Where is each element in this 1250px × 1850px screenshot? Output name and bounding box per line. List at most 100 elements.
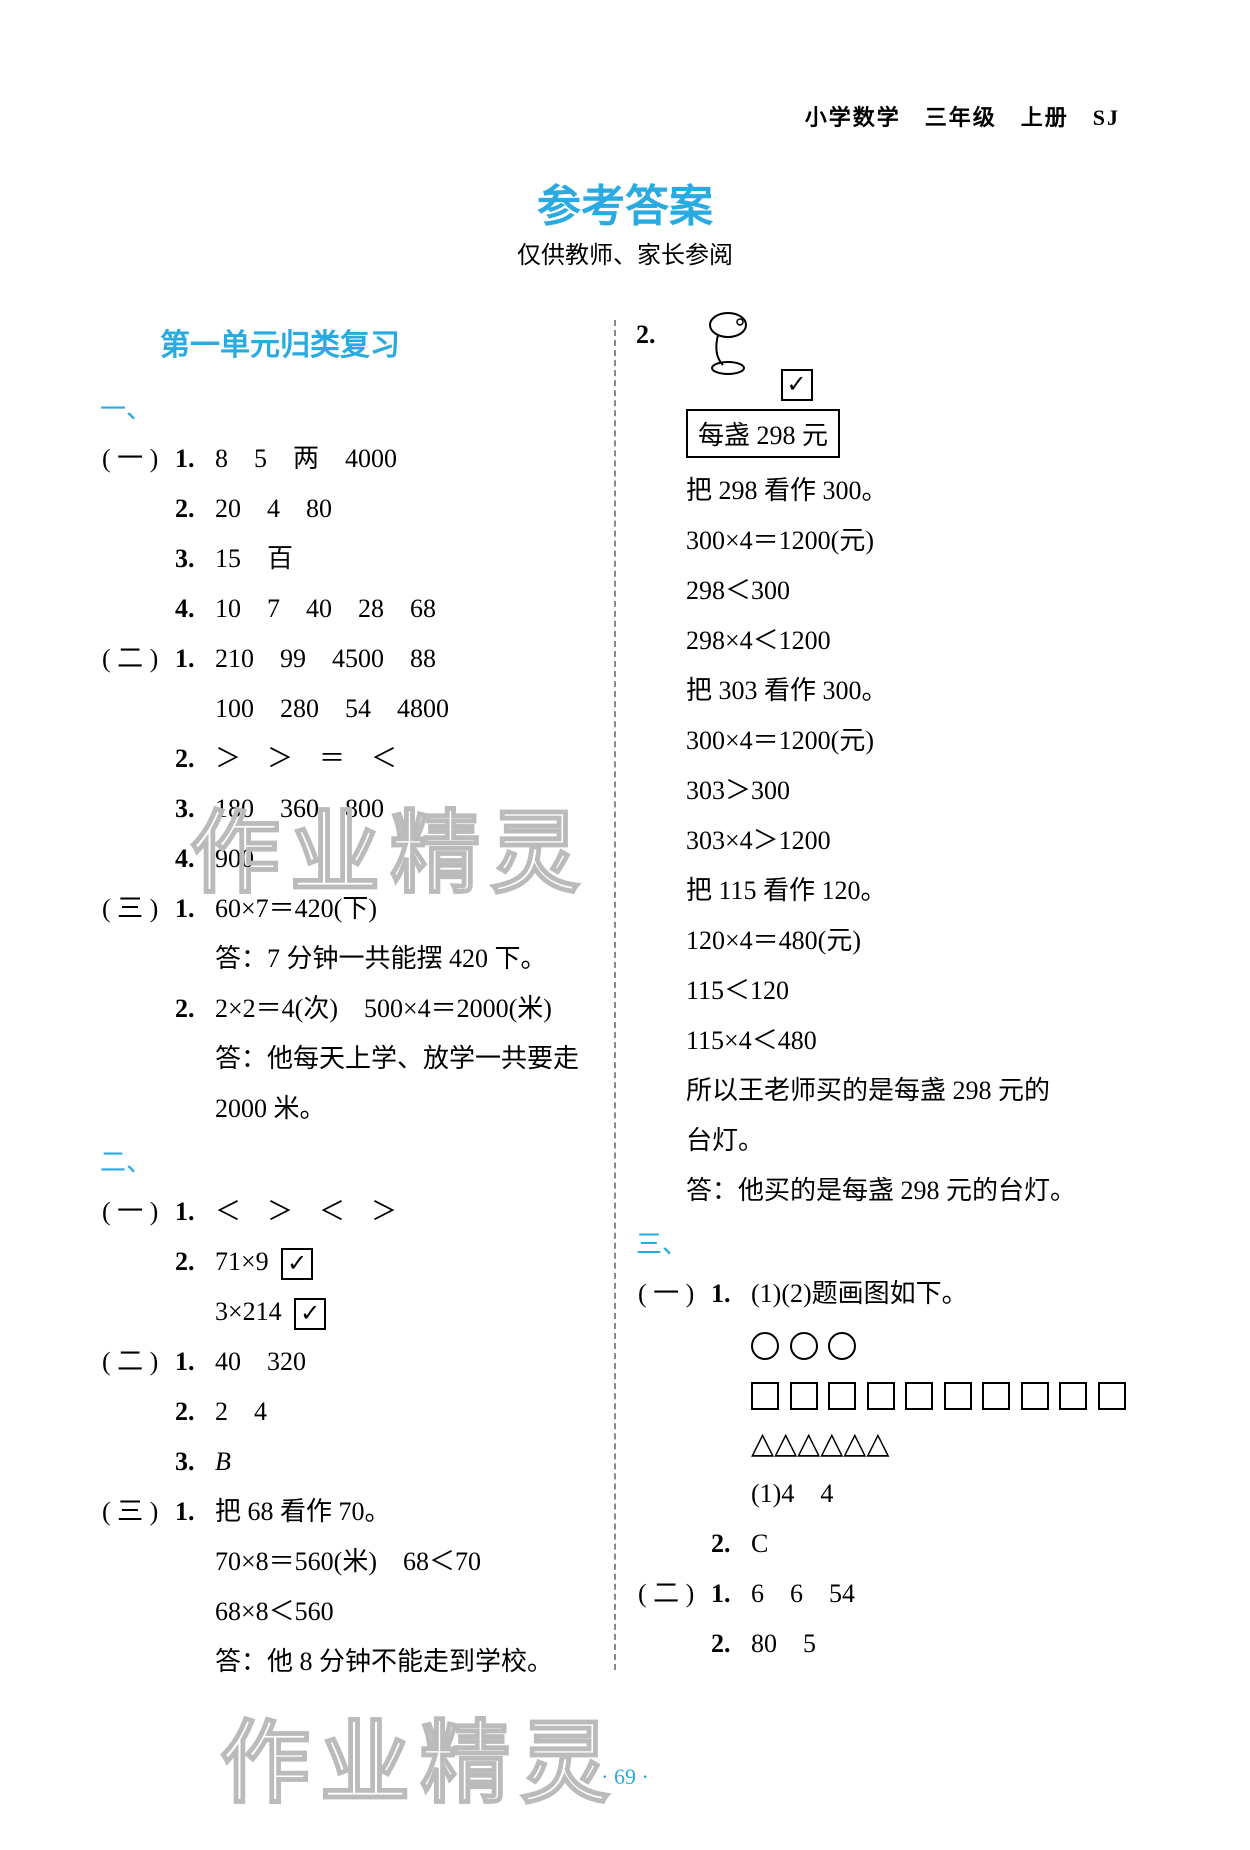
square-icon [944, 1382, 972, 1410]
main-title: 参考答案 [537, 170, 713, 234]
answer-text: 15 百 [215, 534, 594, 584]
item-number: 1. [175, 434, 215, 484]
answer-row: 2. C [636, 1519, 1130, 1569]
answer-row: 3. B [100, 1437, 594, 1487]
answer-row: 4. 900 [100, 834, 594, 884]
answer-row: ( 一 ) 1. ＜ ＞ ＜ ＞ [100, 1187, 594, 1237]
item-number: 1. [175, 634, 215, 684]
item-number: 2. [711, 1619, 751, 1669]
answer-text: 把 68 看作 70。 [215, 1487, 594, 1537]
answer-text: 答：他 8 分钟不能走到学校。 [100, 1637, 594, 1687]
item-number: 4. [175, 834, 215, 884]
answer-text: ＞ ＞ ＝ ＜ [215, 734, 594, 784]
answer-text: 3×214 [215, 1297, 282, 1326]
answer-text: 把 115 看作 120。 [636, 866, 1130, 916]
answer-text: 2×2＝4(次) 500×4＝2000(米) [215, 984, 594, 1034]
answer-row: ( 二 ) 1. 6 6 54 [636, 1569, 1130, 1619]
lamp-icon [698, 310, 768, 380]
answer-text: ＜ ＞ ＜ ＞ [215, 1187, 594, 1237]
answer-text: (1)4 4 [636, 1469, 1130, 1519]
item-number: 2. [175, 734, 215, 784]
content-columns: 第一单元归类复习 一、 ( 一 ) 1. 8 5 两 4000 2. 20 4 … [80, 300, 1150, 1690]
answer-text: 71×9 ✓ [215, 1237, 594, 1287]
watermark-text: 作业精灵 [220, 1690, 620, 1820]
check-icon: ✓ [781, 369, 813, 401]
answer-text: 70×8＝560(米) 68＜70 [100, 1537, 594, 1587]
answer-text: 210 99 4500 88 [215, 634, 594, 684]
section-three: 三、 [636, 1224, 1130, 1261]
answer-text: C [751, 1519, 1130, 1569]
answer-text: 40 320 [215, 1337, 594, 1387]
square-icon [1059, 1382, 1087, 1410]
unit-title: 第一单元归类复习 [160, 320, 594, 364]
answer-row: ( 三 ) 1. 把 68 看作 70。 [100, 1487, 594, 1537]
item-number: 2. [175, 1237, 215, 1287]
answer-text: 6 6 54 [751, 1569, 1130, 1619]
answer-row: ( 三 ) 1. 60×7＝420(下) [100, 884, 594, 934]
item-number: 2. [711, 1519, 751, 1569]
answer-text: 298×4＜1200 [636, 616, 1130, 666]
answer-text: 115＜120 [636, 966, 1130, 1016]
square-icon [1098, 1382, 1126, 1410]
item-number: 2. [636, 310, 686, 401]
answer-row: 2. 71×9 ✓ [100, 1237, 594, 1287]
section-two: 二、 [100, 1142, 594, 1179]
answer-text: 900 [215, 834, 594, 884]
answer-row: ( 二 ) 1. 40 320 [100, 1337, 594, 1387]
answer-row: 3. 180 360 800 [100, 784, 594, 834]
item-number: 1. [711, 1269, 751, 1319]
lamp-figure: ✓ [686, 310, 1130, 401]
answer-text: 300×4＝1200(元) [636, 716, 1130, 766]
answer-text: 120×4＝480(元) [636, 916, 1130, 966]
answer-text: 台灯。 [636, 1116, 1130, 1166]
answer-text: 303＞300 [636, 766, 1130, 816]
answer-text: 把 303 看作 300。 [636, 666, 1130, 716]
answer-row: 3. 15 百 [100, 534, 594, 584]
square-icon [982, 1382, 1010, 1410]
answer-text: 2 4 [215, 1387, 594, 1437]
answer-text: 所以王老师买的是每盏 298 元的 [636, 1066, 1130, 1116]
shapes-circles [636, 1319, 1130, 1369]
circle-icon [828, 1332, 856, 1360]
answer-text: 100 280 54 4800 [100, 684, 594, 734]
answer-text: 答：7 分钟一共能摆 420 下。 [100, 934, 594, 984]
shapes-squares [636, 1369, 1130, 1419]
answer-text: 298＜300 [636, 566, 1130, 616]
square-icon [1021, 1382, 1049, 1410]
answer-row: 4. 10 7 40 28 68 [100, 584, 594, 634]
answer-text: 180 360 800 [215, 784, 594, 834]
page-number: · 69 · [601, 1764, 649, 1790]
item-number: 2. [175, 484, 215, 534]
answer-text: 答：他买的是每盏 298 元的台灯。 [636, 1166, 1130, 1216]
check-icon: ✓ [294, 1298, 326, 1330]
answer-text: 把 298 看作 300。 [636, 466, 1130, 516]
circle-icon [751, 1332, 779, 1360]
answer-text: 300×4＝1200(元) [636, 516, 1130, 566]
answer-row: ( 二 ) 1. 210 99 4500 88 [100, 634, 594, 684]
answer-text: 80 5 [751, 1619, 1130, 1669]
shapes-triangles: △△△△△△ [636, 1419, 1130, 1469]
answer-row: ( 一 ) 1. 8 5 两 4000 [100, 434, 594, 484]
subtitle: 仅供教师、家长参阅 [517, 235, 733, 270]
answer-row: 2. 80 5 [636, 1619, 1130, 1669]
answer-row: 2. 2 4 [100, 1387, 594, 1437]
answer-text: (1)(2)题画图如下。 [751, 1269, 1130, 1319]
item-number: 3. [175, 534, 215, 584]
item-number: 1. [711, 1569, 751, 1619]
square-icon [905, 1382, 933, 1410]
item-number: 1. [175, 1187, 215, 1237]
answer-row: 2. 2×2＝4(次) 500×4＝2000(米) [100, 984, 594, 1034]
group-label: ( 三 ) [100, 1487, 175, 1537]
group-label: ( 二 ) [636, 1569, 711, 1619]
item-number: 1. [175, 1487, 215, 1537]
check-icon: ✓ [281, 1248, 313, 1280]
answer-text: 68×8＜560 [100, 1587, 594, 1637]
answer-row: 2. ✓ [636, 310, 1130, 401]
item-number: 2. [175, 1387, 215, 1437]
answer-text: 60×7＝420(下) [215, 884, 594, 934]
group-label: ( 二 ) [100, 1337, 175, 1387]
answer-text: 8 5 两 4000 [215, 434, 594, 484]
circle-icon [790, 1332, 818, 1360]
item-number: 3. [175, 784, 215, 834]
answer-text: 答：他每天上学、放学一共要走 [100, 1034, 594, 1084]
